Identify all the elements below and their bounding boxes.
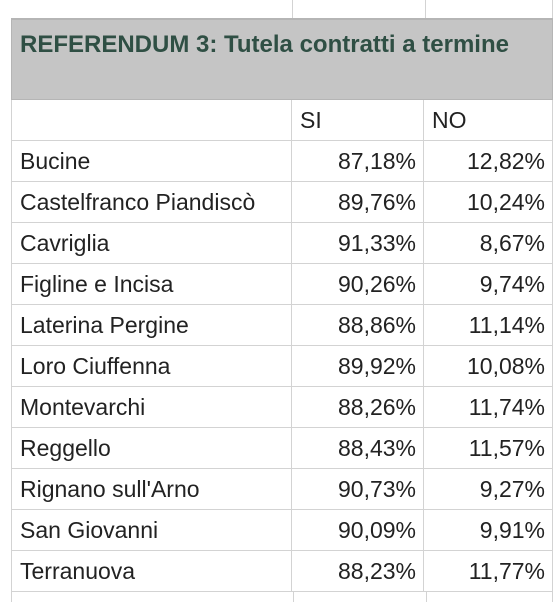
header-cell-no[interactable]: NO [424,100,553,140]
table-row: Terranuova 88,23% 11,77% [11,551,553,592]
si-percent-cell[interactable]: 90,09% [292,510,424,550]
grid-cell[interactable] [426,0,553,18]
grid-cell[interactable] [427,592,553,602]
no-percent-cell[interactable]: 10,08% [424,346,553,386]
municipality-cell[interactable]: Loro Ciuffenna [11,346,292,386]
no-percent-cell[interactable]: 8,67% [424,223,553,263]
si-percent-cell[interactable]: 89,76% [292,182,424,222]
table-row: Bucine 87,18% 12,82% [11,141,553,182]
no-percent-cell[interactable]: 11,77% [424,551,553,591]
grid-cell[interactable] [11,0,293,18]
municipality-cell[interactable]: Montevarchi [11,387,292,427]
table-row: Laterina Pergine 88,86% 11,14% [11,305,553,346]
municipality-cell[interactable]: San Giovanni [11,510,292,550]
table-row: Montevarchi 88,26% 11,74% [11,387,553,428]
municipality-cell[interactable]: Rignano sull'Arno [11,469,292,509]
si-percent-cell[interactable]: 89,92% [292,346,424,386]
municipality-cell[interactable]: Figline e Incisa [11,264,292,304]
municipality-cell[interactable]: Cavriglia [11,223,292,263]
grid-cell[interactable] [293,0,426,18]
table-row: Loro Ciuffenna 89,92% 10,08% [11,346,553,387]
municipality-cell[interactable]: Bucine [11,141,292,181]
no-percent-cell[interactable]: 9,74% [424,264,553,304]
grid-cell[interactable] [294,592,427,602]
table-row: San Giovanni 90,09% 9,91% [11,510,553,551]
table-row: Cavriglia 91,33% 8,67% [11,223,553,264]
no-percent-cell[interactable]: 11,74% [424,387,553,427]
si-percent-cell[interactable]: 87,18% [292,141,424,181]
grid-top-row [11,0,553,20]
municipality-cell[interactable]: Laterina Pergine [11,305,292,345]
si-percent-cell[interactable]: 91,33% [292,223,424,263]
table-row: Figline e Incisa 90,26% 9,74% [11,264,553,305]
table-row: Castelfranco Piandiscò 89,76% 10,24% [11,182,553,223]
table-row: Rignano sull'Arno 90,73% 9,27% [11,469,553,510]
municipality-cell[interactable]: Terranuova [11,551,292,591]
si-percent-cell[interactable]: 88,86% [292,305,424,345]
table-row: Reggello 88,43% 11,57% [11,428,553,469]
header-cell-si[interactable]: SI [292,100,424,140]
si-percent-cell[interactable]: 88,43% [292,428,424,468]
no-percent-cell[interactable]: 10,24% [424,182,553,222]
si-percent-cell[interactable]: 90,73% [292,469,424,509]
no-percent-cell[interactable]: 9,27% [424,469,553,509]
no-percent-cell[interactable]: 11,57% [424,428,553,468]
si-percent-cell[interactable]: 90,26% [292,264,424,304]
si-percent-cell[interactable]: 88,23% [292,551,424,591]
spreadsheet-table: REFERENDUM 3: Tutela contratti a termine… [11,0,553,602]
si-percent-cell[interactable]: 88,26% [292,387,424,427]
grid-bottom-row [11,592,553,602]
table-title[interactable]: REFERENDUM 3: Tutela contratti a termine [11,20,553,100]
header-cell-name[interactable] [11,100,292,140]
municipality-cell[interactable]: Castelfranco Piandiscò [11,182,292,222]
no-percent-cell[interactable]: 12,82% [424,141,553,181]
grid-cell[interactable] [11,592,294,602]
table-header-row: SI NO [11,100,553,141]
municipality-cell[interactable]: Reggello [11,428,292,468]
no-percent-cell[interactable]: 11,14% [424,305,553,345]
no-percent-cell[interactable]: 9,91% [424,510,553,550]
